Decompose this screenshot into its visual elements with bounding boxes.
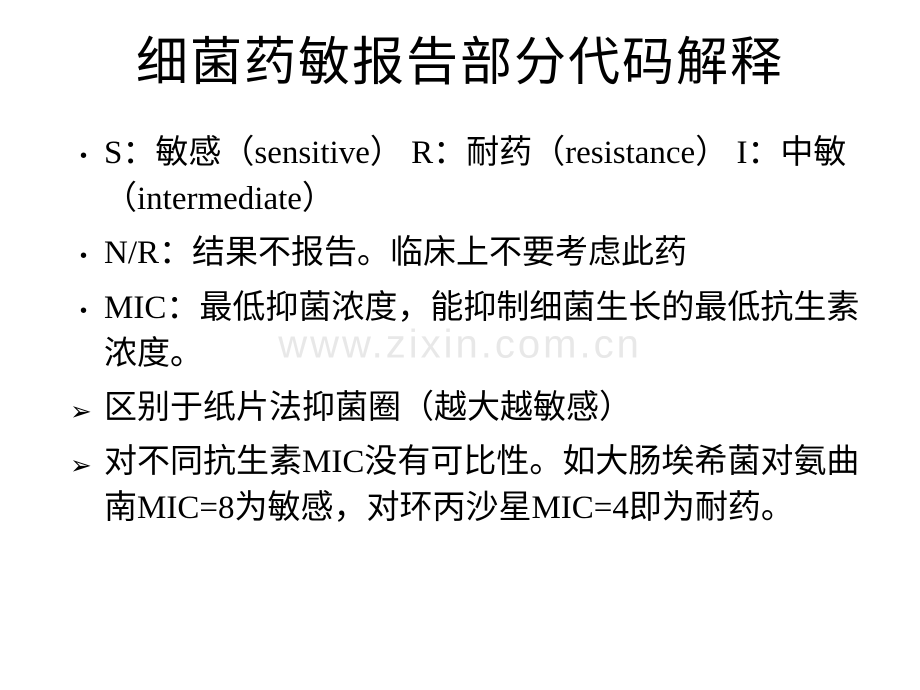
slide-container: www.zixin.com.cn 细菌药敏报告部分代码解释 • S：敏感（sen… xyxy=(0,0,920,690)
bullet-text-2: MIC：最低抑菌浓度，能抑制细菌生长的最低抗生素浓度。 xyxy=(104,285,860,377)
arrow-item-0: ➢ 区别于纸片法抑菌圈（越大越敏感） xyxy=(70,385,860,431)
bullet-dot-icon: • xyxy=(80,285,104,325)
arrow-icon: ➢ xyxy=(70,385,104,429)
bullet-item-0: • S：敏感（sensitive） R：耐药（resistance） I：中敏（… xyxy=(80,130,860,222)
bullet-item-1: • N/R：结果不报告。临床上不要考虑此药 xyxy=(80,230,860,276)
bullet-text-0: S：敏感（sensitive） R：耐药（resistance） I：中敏（in… xyxy=(104,130,860,222)
bullet-text-1: N/R：结果不报告。临床上不要考虑此药 xyxy=(104,230,860,276)
arrow-text-1: 对不同抗生素MIC没有可比性。如大肠埃希菌对氨曲南MIC=8为敏感，对环丙沙星M… xyxy=(104,439,860,531)
arrow-item-1: ➢ 对不同抗生素MIC没有可比性。如大肠埃希菌对氨曲南MIC=8为敏感，对环丙沙… xyxy=(70,439,860,531)
arrow-icon: ➢ xyxy=(70,439,104,483)
arrow-text-0: 区别于纸片法抑菌圈（越大越敏感） xyxy=(104,385,860,431)
bullet-dot-icon: • xyxy=(80,230,104,270)
slide-content: • S：敏感（sensitive） R：耐药（resistance） I：中敏（… xyxy=(60,130,860,532)
bullet-item-2: • MIC：最低抑菌浓度，能抑制细菌生长的最低抗生素浓度。 xyxy=(80,285,860,377)
bullet-dot-icon: • xyxy=(80,130,104,170)
slide-title: 细菌药敏报告部分代码解释 xyxy=(60,20,860,95)
